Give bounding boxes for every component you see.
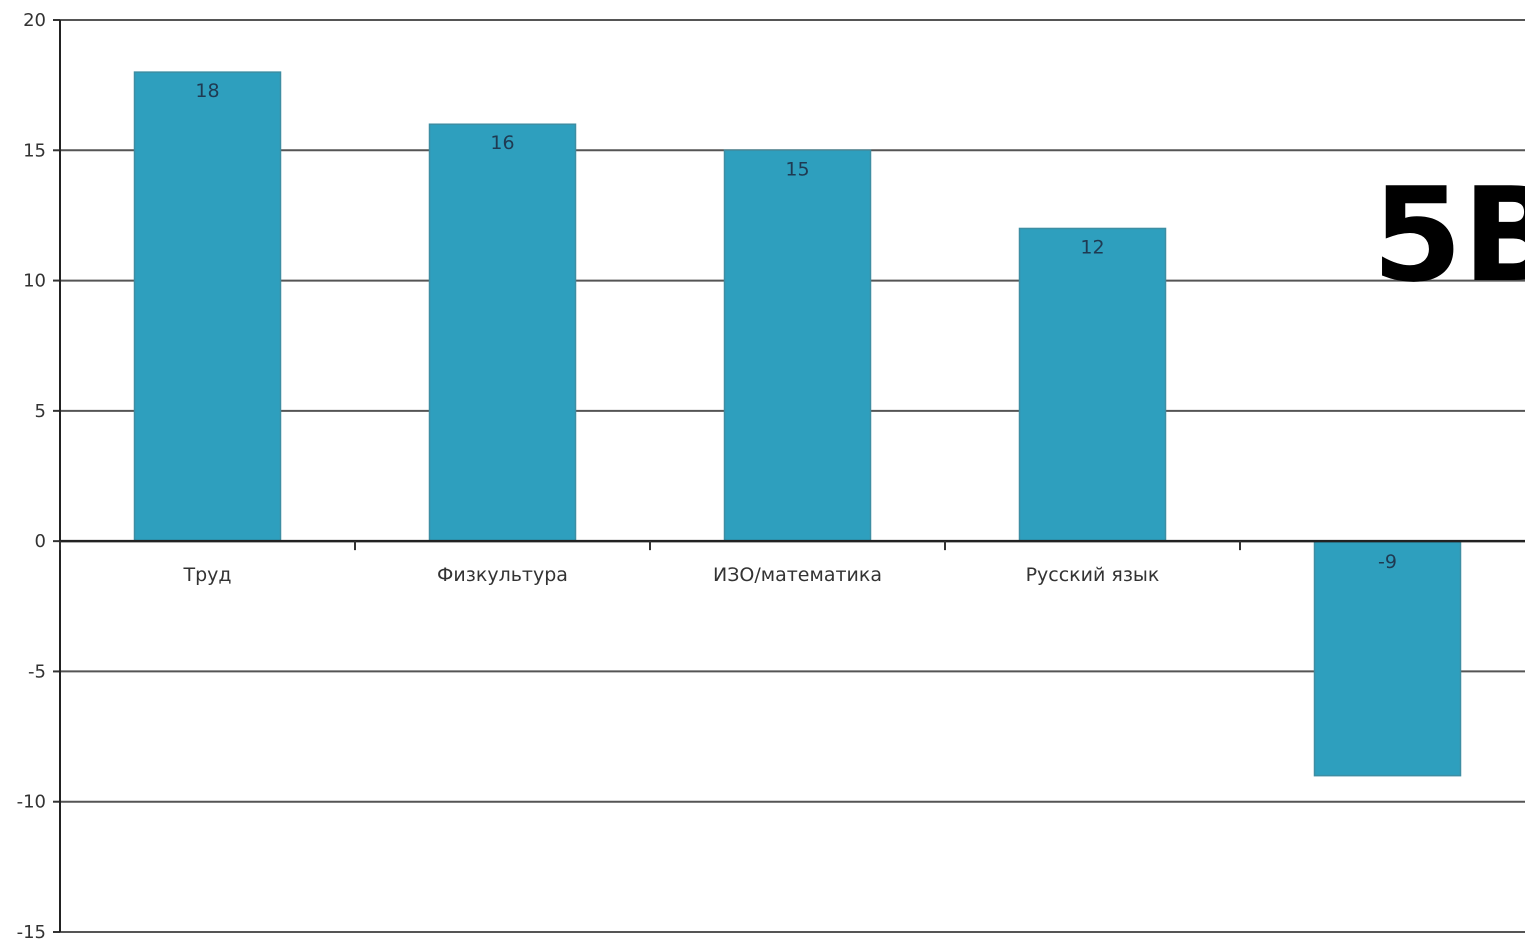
y-tick-label: 10 — [23, 271, 46, 292]
bar — [723, 149, 872, 542]
category-label: Русский язык — [1026, 564, 1160, 586]
category-label: ИЗО/математика — [713, 564, 882, 586]
bar — [428, 123, 577, 542]
y-tick-label: 15 — [23, 140, 46, 161]
bars — [133, 71, 1462, 777]
axes: 20 15 10 5 0 -5 -10 -15 — [17, 10, 1525, 943]
data-label: -9 — [1378, 551, 1397, 573]
labels: 18 Труд 16 Физкультура 15 ИЗО/математика 12 Рус… — [182, 80, 1397, 586]
y-tick-label: -10 — [17, 792, 46, 813]
bar — [1018, 227, 1167, 542]
data-label: 16 — [490, 132, 514, 154]
data-label: 18 — [195, 80, 219, 102]
bar — [1313, 540, 1462, 777]
data-label: 12 — [1080, 236, 1104, 258]
bar — [133, 71, 282, 542]
category-label: Физкультура — [437, 564, 568, 586]
category-label: Труд — [182, 564, 231, 586]
y-tick-label: 5 — [35, 401, 46, 422]
chart-title: 5В — [1372, 159, 1525, 311]
y-tick-label: 20 — [23, 10, 46, 31]
y-tick-label: -5 — [28, 661, 46, 682]
data-label: 15 — [785, 158, 809, 180]
y-tick-label: 0 — [35, 531, 46, 552]
y-tick-label: -15 — [17, 922, 46, 943]
